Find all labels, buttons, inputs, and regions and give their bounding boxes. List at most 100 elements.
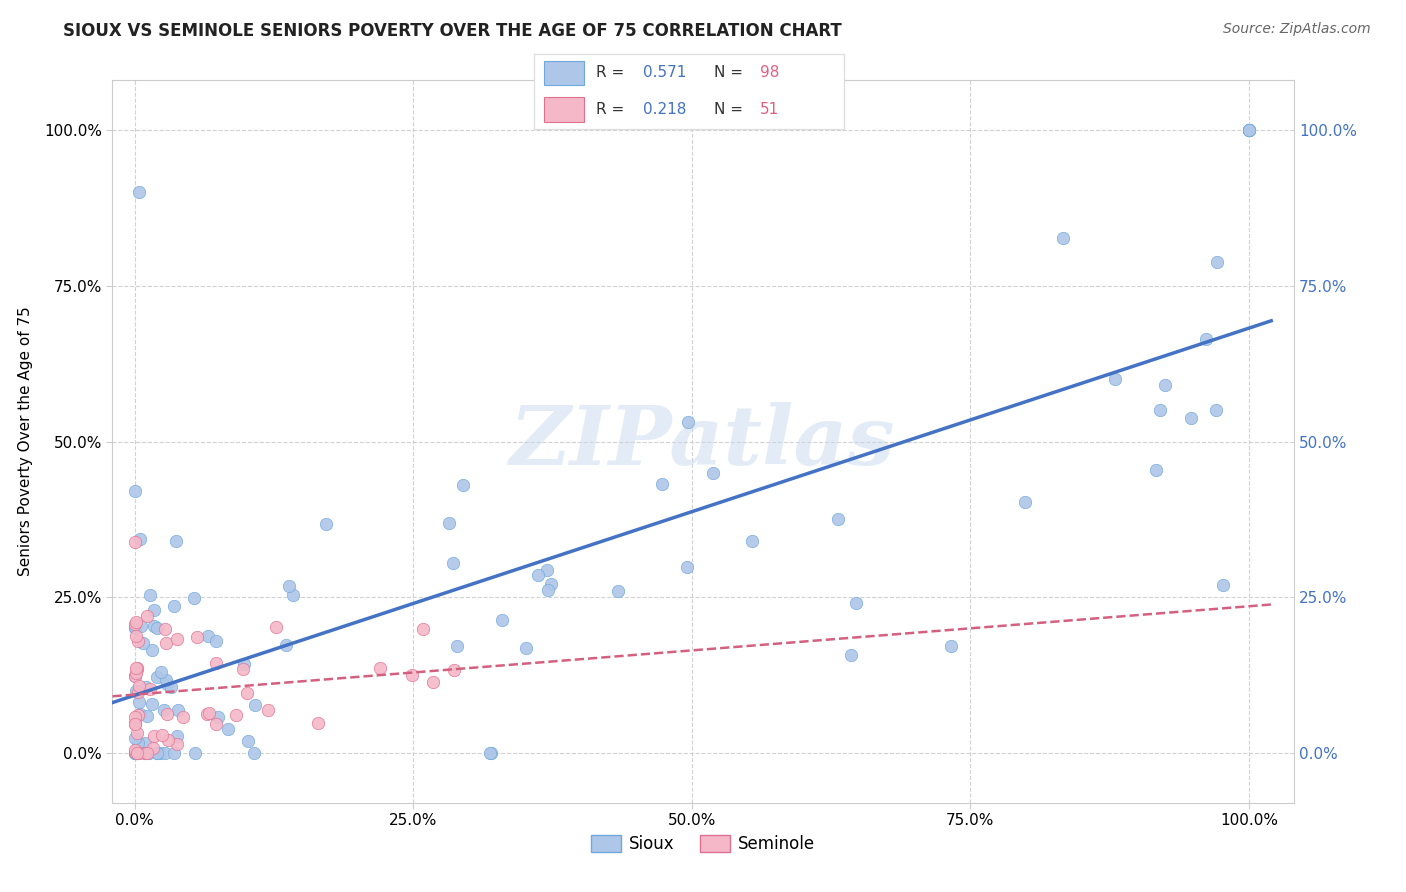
Point	[274, 638, 297, 652]
Point	[845, 596, 868, 610]
Point	[141, 697, 163, 711]
Point	[149, 665, 172, 679]
Point	[155, 673, 177, 688]
Point	[257, 703, 280, 717]
Point	[439, 516, 461, 530]
Bar	[544, 62, 583, 86]
Point	[128, 679, 150, 693]
Text: 51: 51	[761, 102, 779, 117]
Point	[702, 466, 724, 480]
Point	[125, 661, 148, 675]
Point	[243, 746, 266, 760]
Point	[153, 746, 176, 760]
Point	[233, 657, 256, 672]
Point	[536, 563, 558, 577]
Point	[207, 710, 229, 724]
Point	[149, 746, 172, 760]
Text: Source: ZipAtlas.com: Source: ZipAtlas.com	[1223, 22, 1371, 37]
Point	[172, 710, 194, 724]
Point	[204, 716, 226, 731]
Point	[1149, 403, 1171, 417]
Point	[1052, 230, 1074, 244]
Text: SIOUX VS SEMINOLE SENIORS POVERTY OVER THE AGE OF 75 CORRELATION CHART: SIOUX VS SEMINOLE SENIORS POVERTY OVER T…	[63, 22, 842, 40]
Point	[198, 706, 221, 721]
Point	[243, 698, 266, 713]
Text: 0.218: 0.218	[643, 102, 686, 117]
Point	[1104, 372, 1126, 386]
Point	[167, 702, 190, 716]
Point	[134, 746, 156, 760]
Point	[153, 622, 176, 636]
Point	[146, 669, 169, 683]
Point	[134, 735, 156, 749]
Point	[225, 708, 247, 723]
Point	[124, 616, 146, 631]
Point	[163, 746, 186, 760]
Point	[1237, 123, 1260, 137]
Point	[827, 512, 849, 526]
Point	[159, 680, 181, 694]
Point	[1014, 495, 1036, 509]
Point	[277, 579, 299, 593]
Point	[441, 557, 464, 571]
Point	[124, 622, 146, 636]
Point	[127, 726, 149, 740]
Point	[1205, 255, 1227, 269]
Point	[491, 613, 513, 627]
Point	[156, 677, 179, 691]
Point	[125, 746, 148, 760]
Point	[186, 630, 208, 644]
Point	[132, 636, 155, 650]
Point	[1144, 463, 1167, 477]
Point	[136, 608, 159, 623]
Point	[138, 746, 160, 760]
Point	[165, 533, 187, 548]
Bar	[544, 97, 583, 122]
Point	[127, 735, 149, 749]
Point	[451, 477, 474, 491]
Point	[422, 674, 444, 689]
Point	[197, 629, 219, 643]
Point	[128, 186, 150, 200]
Text: 98: 98	[761, 65, 779, 80]
Point	[166, 737, 188, 751]
Point	[125, 615, 148, 630]
Point	[124, 620, 146, 634]
Point	[142, 729, 165, 743]
Point	[217, 722, 239, 736]
Point	[307, 715, 329, 730]
Y-axis label: Seniors Poverty Over the Age of 75: Seniors Poverty Over the Age of 75	[18, 307, 32, 576]
Point	[125, 661, 148, 675]
Point	[124, 669, 146, 683]
Point	[136, 709, 159, 723]
Point	[401, 668, 423, 682]
Point	[127, 685, 149, 699]
Point	[124, 535, 146, 549]
Point	[124, 715, 146, 730]
Point	[537, 583, 560, 598]
Point	[607, 584, 630, 599]
Point	[135, 746, 157, 760]
Point	[412, 622, 434, 636]
Point	[1205, 403, 1227, 417]
Point	[479, 746, 502, 760]
Point	[143, 619, 166, 633]
Point	[128, 695, 150, 709]
Point	[129, 532, 152, 546]
Point	[183, 591, 205, 605]
Point	[166, 632, 188, 647]
Point	[141, 643, 163, 657]
Point	[124, 710, 146, 724]
Point	[124, 668, 146, 682]
Point	[1180, 410, 1202, 425]
Point	[156, 707, 179, 722]
Point	[195, 707, 218, 722]
Text: R =: R =	[596, 65, 630, 80]
Point	[527, 567, 550, 582]
Point	[651, 476, 673, 491]
Text: R =: R =	[596, 102, 630, 117]
Point	[1237, 123, 1260, 137]
Point	[839, 648, 862, 662]
Point	[281, 588, 304, 602]
Point	[166, 729, 188, 743]
